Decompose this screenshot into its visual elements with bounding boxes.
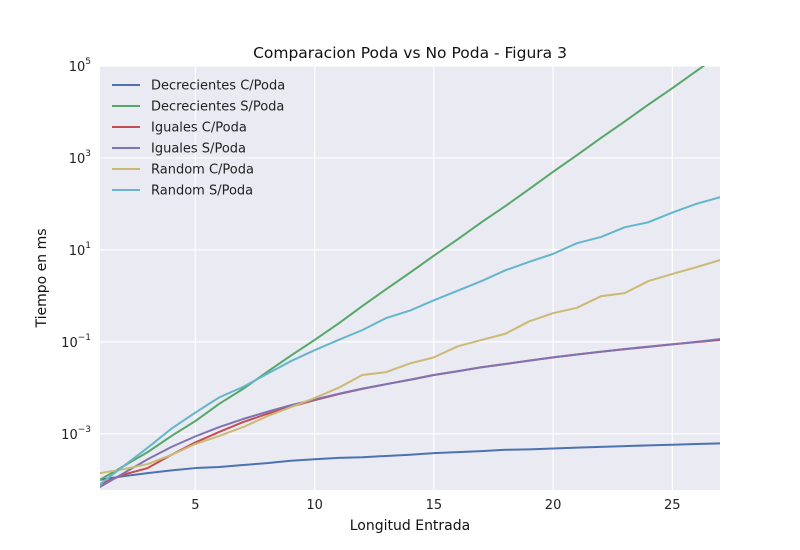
legend-label: Iguales C/Poda xyxy=(151,121,247,136)
x-axis-label: Longitud Entrada xyxy=(350,518,470,534)
legend-label: Iguales S/Poda xyxy=(151,142,246,157)
series-line-5 xyxy=(100,259,720,475)
y-tick-label: 10−1 xyxy=(61,333,91,351)
series-line-4 xyxy=(100,338,720,488)
x-tick-label: 25 xyxy=(664,498,681,513)
x-tick-label: 20 xyxy=(545,498,562,513)
series-lines xyxy=(100,66,720,488)
y-axis-label: Tiempo en ms xyxy=(34,228,50,328)
x-tick-label: 5 xyxy=(191,498,199,513)
y-tick-label: 10−3 xyxy=(61,425,91,443)
legend-label: Decrecientes C/Poda xyxy=(151,79,285,94)
x-tick-label: 10 xyxy=(306,498,323,513)
chart-title: Comparacion Poda vs No Poda - Figura 3 xyxy=(253,44,567,62)
y-tick-label: 101 xyxy=(69,241,91,259)
y-axis-ticks: 10−3 10−1 101 103 105 xyxy=(61,57,91,443)
y-tick-label: 105 xyxy=(69,57,91,75)
series-line-1 xyxy=(100,442,720,481)
legend-label: Random S/Poda xyxy=(151,184,253,199)
legend-label: Decrecientes S/Poda xyxy=(151,100,284,115)
grid-lines xyxy=(100,65,720,490)
x-tick-label: 15 xyxy=(426,498,443,513)
x-axis-ticks: 5 10 15 20 25 xyxy=(191,498,680,513)
y-tick-label: 103 xyxy=(69,149,91,167)
legend-label: Random C/Poda xyxy=(151,163,254,178)
plot-area-background xyxy=(100,66,720,490)
series-line-6 xyxy=(100,196,720,486)
series-line-2 xyxy=(100,66,706,481)
legend: Decrecientes C/Poda Decrecientes S/Poda Ig… xyxy=(112,79,285,199)
